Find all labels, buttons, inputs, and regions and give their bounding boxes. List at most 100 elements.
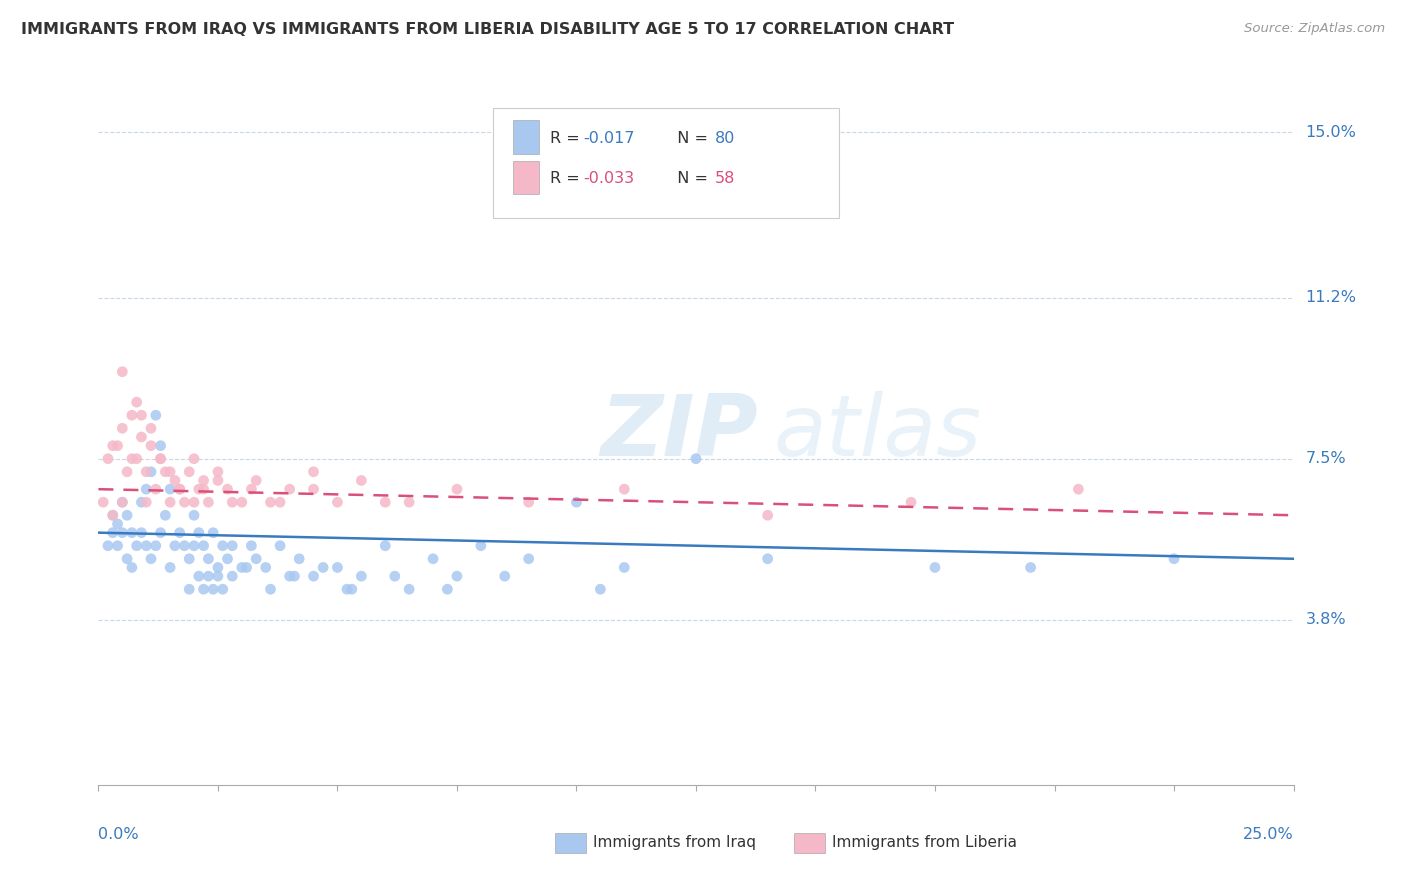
Point — [288, 551, 311, 566]
Point — [183, 451, 205, 466]
FancyBboxPatch shape — [513, 161, 540, 194]
Text: -0.033: -0.033 — [583, 171, 634, 186]
Text: 3.8%: 3.8% — [1306, 612, 1346, 627]
Point — [685, 451, 707, 466]
Point — [139, 551, 162, 566]
Point — [169, 482, 191, 496]
Point — [179, 551, 201, 566]
Point — [111, 365, 134, 379]
Point — [312, 560, 335, 574]
Point — [173, 495, 195, 509]
Point — [97, 539, 120, 553]
Point — [302, 569, 325, 583]
Point — [240, 539, 263, 553]
Point — [173, 539, 195, 553]
Point — [202, 582, 225, 597]
Point — [207, 465, 229, 479]
Point — [207, 474, 229, 488]
Point — [125, 451, 148, 466]
Point — [159, 560, 181, 574]
Point — [494, 569, 516, 583]
Point — [111, 525, 134, 540]
Point — [97, 451, 120, 466]
Point — [179, 465, 201, 479]
Point — [235, 560, 257, 574]
Point — [159, 482, 181, 496]
Point — [187, 569, 209, 583]
Point — [259, 582, 281, 597]
Point — [125, 395, 148, 409]
Point — [145, 539, 167, 553]
Point — [135, 465, 157, 479]
Point — [211, 582, 233, 597]
Point — [202, 525, 225, 540]
Point — [278, 482, 301, 496]
Point — [193, 482, 215, 496]
Point — [217, 551, 239, 566]
Point — [155, 508, 177, 523]
Point — [193, 539, 215, 553]
Point — [446, 482, 468, 496]
Point — [245, 551, 267, 566]
Point — [111, 421, 134, 435]
Text: Immigrants from Iraq: Immigrants from Iraq — [593, 836, 756, 850]
Point — [139, 421, 162, 435]
Point — [135, 539, 157, 553]
Point — [91, 495, 114, 509]
Point — [1019, 560, 1042, 574]
Point — [197, 569, 219, 583]
Point — [240, 482, 263, 496]
Point — [269, 495, 291, 509]
Text: R =: R = — [550, 131, 585, 146]
Point — [398, 582, 420, 597]
FancyBboxPatch shape — [494, 109, 839, 218]
Point — [149, 451, 172, 466]
Point — [111, 495, 134, 509]
Point — [169, 482, 191, 496]
Point — [183, 495, 205, 509]
Text: IMMIGRANTS FROM IRAQ VS IMMIGRANTS FROM LIBERIA DISABILITY AGE 5 TO 17 CORRELATI: IMMIGRANTS FROM IRAQ VS IMMIGRANTS FROM … — [21, 22, 955, 37]
Point — [115, 508, 138, 523]
Point — [131, 525, 153, 540]
Text: 11.2%: 11.2% — [1306, 290, 1357, 305]
Point — [302, 465, 325, 479]
Point — [179, 582, 201, 597]
Point — [1163, 551, 1185, 566]
Point — [135, 495, 157, 509]
Point — [145, 482, 167, 496]
Point — [245, 474, 267, 488]
Point — [101, 439, 124, 453]
Text: Immigrants from Liberia: Immigrants from Liberia — [832, 836, 1018, 850]
Text: atlas: atlas — [773, 391, 981, 475]
Point — [350, 474, 373, 488]
Point — [517, 551, 540, 566]
Point — [565, 495, 588, 509]
Point — [193, 582, 215, 597]
Point — [207, 560, 229, 574]
Point — [149, 439, 172, 453]
Point — [207, 569, 229, 583]
Text: 80: 80 — [716, 131, 735, 146]
FancyBboxPatch shape — [513, 120, 540, 154]
Point — [121, 560, 143, 574]
Point — [115, 551, 138, 566]
Point — [131, 430, 153, 444]
Point — [149, 451, 172, 466]
Point — [436, 582, 458, 597]
Point — [589, 582, 612, 597]
Point — [125, 539, 148, 553]
Point — [756, 508, 779, 523]
Point — [1067, 482, 1090, 496]
Point — [107, 539, 129, 553]
Point — [254, 560, 277, 574]
Text: 0.0%: 0.0% — [98, 827, 139, 842]
Point — [269, 539, 291, 553]
Point — [278, 569, 301, 583]
Text: -0.017: -0.017 — [583, 131, 636, 146]
Point — [193, 474, 215, 488]
Point — [217, 482, 239, 496]
Point — [613, 482, 636, 496]
Text: 7.5%: 7.5% — [1306, 451, 1346, 467]
Point — [197, 551, 219, 566]
Point — [107, 439, 129, 453]
